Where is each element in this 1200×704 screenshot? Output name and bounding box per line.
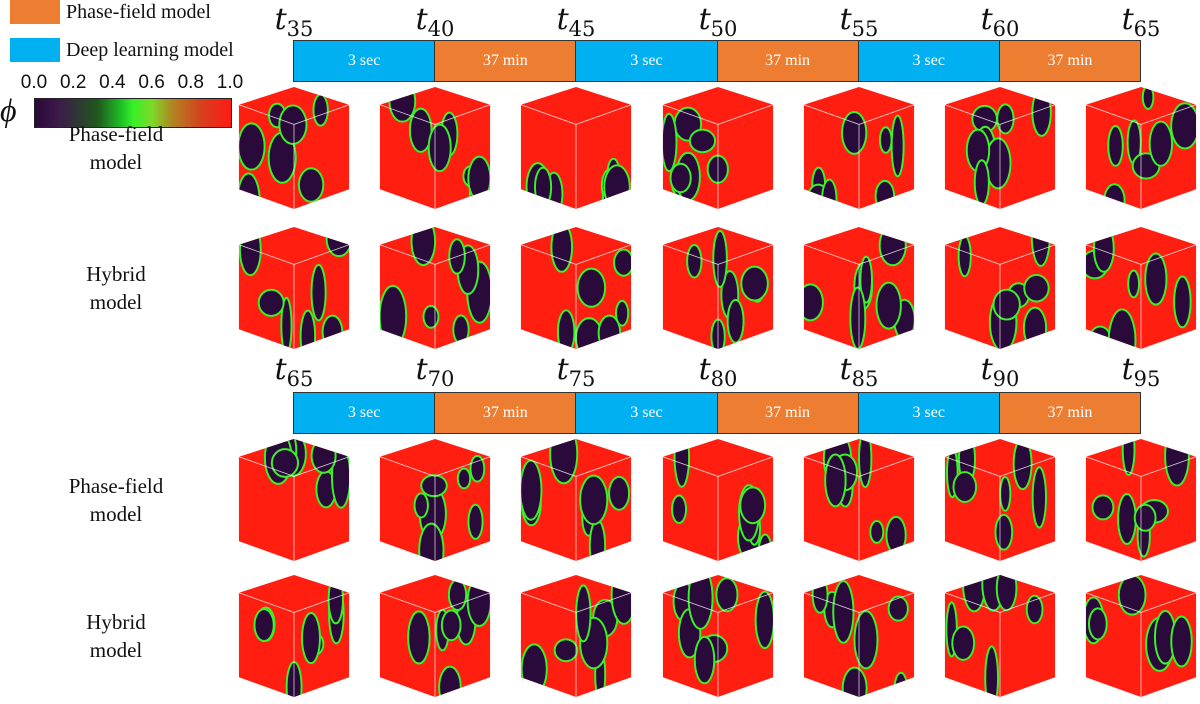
timeline-bar: 3 sec 37 min 3 sec 37 min 3 sec 37 min <box>293 392 1141 434</box>
colorbar-tick-label: 0.8 <box>177 72 205 93</box>
microstructure-cube <box>659 224 777 352</box>
time-label: t75 <box>556 352 596 391</box>
microstructure-cube <box>235 572 353 700</box>
legend-label-phase-field: Phase-field model <box>66 1 211 23</box>
microstructure-cube <box>517 84 635 212</box>
microstructure-cube <box>376 436 494 564</box>
microstructure-cube <box>800 84 918 212</box>
microstructure-cube <box>941 436 1059 564</box>
time-label: t95 <box>1121 352 1161 391</box>
legend-swatch-deep-learning <box>10 38 60 62</box>
timeline-segment-deep-learning: 3 sec <box>576 41 718 81</box>
time-label: t65 <box>274 352 314 391</box>
microstructure-cube <box>517 436 635 564</box>
microstructure-cube <box>376 572 494 700</box>
microstructure-cube <box>376 84 494 212</box>
timeline-segment-phase-field: 37 min <box>435 393 577 433</box>
time-label: t45 <box>556 2 596 41</box>
row-label: Hybrid model <box>86 262 146 314</box>
row-label: Hybrid model <box>86 610 146 662</box>
microstructure-cube <box>376 224 494 352</box>
colorbar-tick-label: 1.0 <box>216 72 244 93</box>
timeline-segment-deep-learning: 3 sec <box>858 41 1000 81</box>
legend-label-deep-learning: Deep learning model <box>66 39 234 61</box>
microstructure-cube <box>659 436 777 564</box>
microstructure-cube <box>659 572 777 700</box>
microstructure-cube <box>941 224 1059 352</box>
microstructure-cube <box>517 224 635 352</box>
timeline-bar: 3 sec 37 min 3 sec 37 min 3 sec 37 min <box>293 40 1141 82</box>
microstructure-cube <box>517 572 635 700</box>
microstructure-cube <box>1082 224 1200 352</box>
timeline-segment-deep-learning: 3 sec <box>858 393 1000 433</box>
timeline-segment-deep-learning: 3 sec <box>294 41 436 81</box>
time-label: t90 <box>980 352 1020 391</box>
timeline-segment-phase-field: 37 min <box>999 41 1141 81</box>
time-label: t85 <box>839 352 879 391</box>
microstructure-cube <box>941 84 1059 212</box>
time-label: t40 <box>415 2 455 41</box>
time-label: t60 <box>980 2 1020 41</box>
timeline-segment-phase-field: 37 min <box>717 393 859 433</box>
colorbar-tick-label: 0.6 <box>138 72 165 93</box>
legend-swatch-phase-field <box>10 0 60 24</box>
time-label: t80 <box>698 352 738 391</box>
microstructure-cube <box>800 436 918 564</box>
time-label: t70 <box>415 352 455 391</box>
time-label: t65 <box>1121 2 1161 41</box>
row-label: Phase-field model <box>68 474 164 526</box>
timeline-segment-deep-learning: 3 sec <box>294 393 436 433</box>
colorbar-tick-label: 0.2 <box>59 72 87 93</box>
time-label: t50 <box>698 2 738 41</box>
microstructure-cube <box>235 224 353 352</box>
microstructure-cube <box>800 224 918 352</box>
timeline-segment-phase-field: 37 min <box>717 41 859 81</box>
phi-symbol: ϕ <box>0 92 17 128</box>
colorbar-tick-label: 0.4 <box>99 72 126 93</box>
time-label: t55 <box>839 2 879 41</box>
microstructure-cube <box>235 84 353 212</box>
timeline-segment-deep-learning: 3 sec <box>576 393 718 433</box>
microstructure-cube <box>659 84 777 212</box>
time-label: t35 <box>274 2 314 41</box>
timeline-segment-phase-field: 37 min <box>435 41 577 81</box>
timeline-segment-phase-field: 37 min <box>999 393 1141 433</box>
microstructure-cube <box>1082 436 1200 564</box>
microstructure-cube <box>235 436 353 564</box>
colorbar <box>34 98 232 128</box>
microstructure-cube <box>800 572 918 700</box>
row-label: Phase-field model <box>68 122 164 174</box>
microstructure-cube <box>941 572 1059 700</box>
microstructure-cube <box>1082 572 1200 700</box>
microstructure-cube <box>1082 84 1200 212</box>
colorbar-tick-label: 0.0 <box>20 72 48 93</box>
